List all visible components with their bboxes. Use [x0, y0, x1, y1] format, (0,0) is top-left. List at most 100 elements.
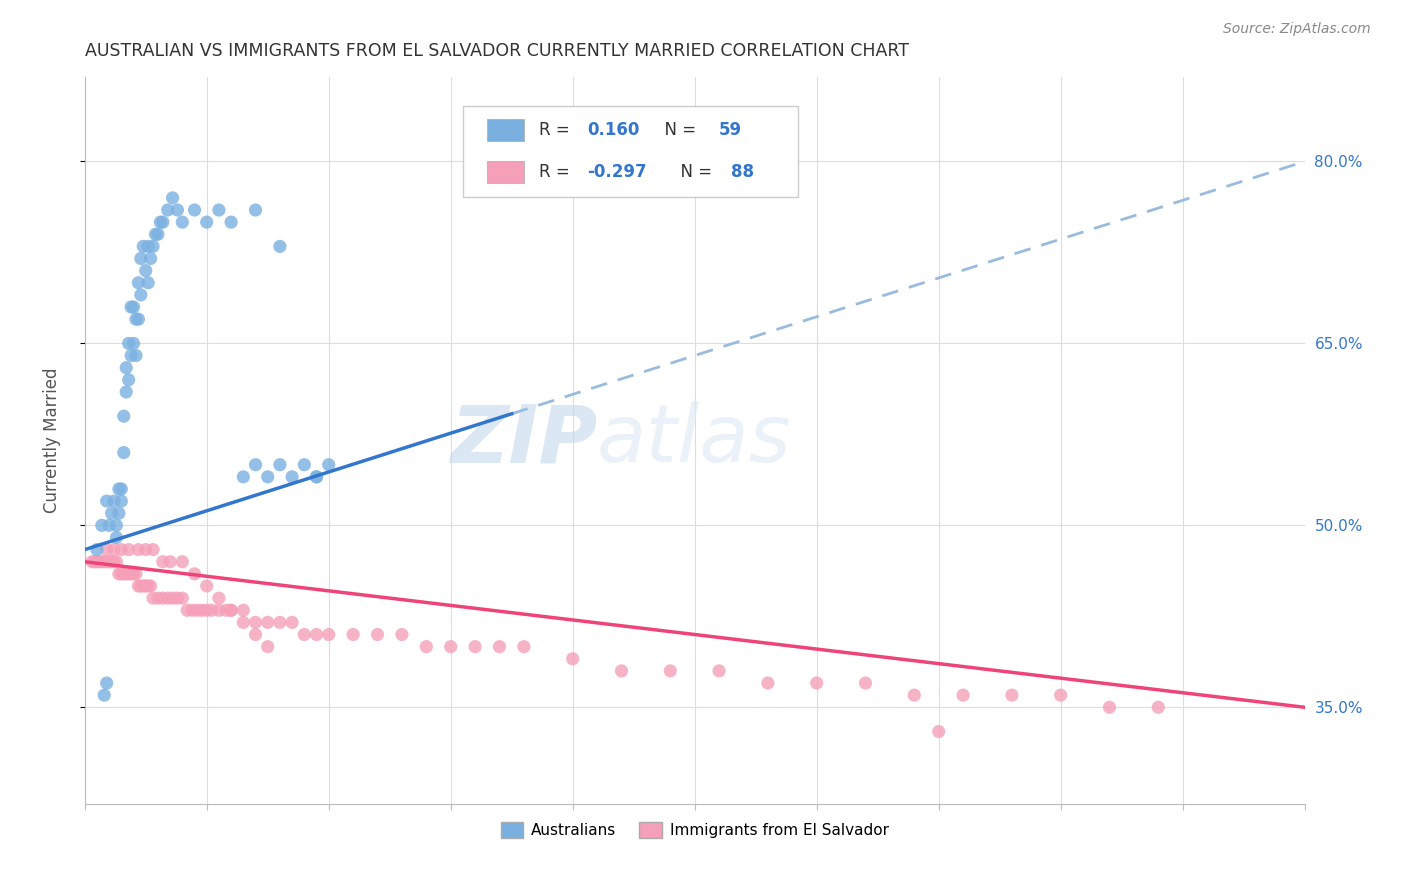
Point	[281, 470, 304, 484]
Text: 0.160: 0.160	[588, 121, 640, 139]
Point	[159, 555, 181, 569]
Point	[139, 579, 162, 593]
Point	[166, 202, 188, 217]
Text: Source: ZipAtlas.com: Source: ZipAtlas.com	[1223, 22, 1371, 37]
Point	[659, 664, 682, 678]
Point	[245, 615, 267, 630]
Point	[232, 470, 254, 484]
Text: 59: 59	[718, 121, 742, 139]
Text: ZIP: ZIP	[450, 401, 598, 480]
Point	[269, 458, 291, 472]
Point	[318, 458, 340, 472]
Point	[120, 300, 142, 314]
Text: R =: R =	[538, 163, 575, 181]
Point	[145, 227, 167, 242]
Point	[139, 252, 162, 266]
Point	[152, 215, 174, 229]
Point	[855, 676, 877, 690]
Point	[318, 627, 340, 641]
Point	[96, 494, 118, 508]
FancyBboxPatch shape	[488, 161, 524, 183]
Point	[208, 591, 231, 606]
Point	[115, 566, 138, 581]
Point	[117, 566, 139, 581]
Point	[219, 603, 242, 617]
Point	[162, 591, 184, 606]
Point	[305, 627, 328, 641]
Point	[269, 239, 291, 253]
Point	[96, 542, 118, 557]
Point	[129, 288, 152, 302]
Point	[367, 627, 389, 641]
Point	[86, 542, 108, 557]
Point	[928, 724, 950, 739]
Point	[129, 579, 152, 593]
Point	[98, 555, 121, 569]
Point	[245, 627, 267, 641]
Point	[83, 555, 105, 569]
Point	[172, 591, 194, 606]
Point	[108, 566, 131, 581]
FancyBboxPatch shape	[488, 120, 524, 141]
Point	[156, 202, 179, 217]
Point	[120, 566, 142, 581]
Point	[195, 603, 218, 617]
Point	[561, 652, 583, 666]
Point	[245, 458, 267, 472]
Point	[162, 191, 184, 205]
Point	[172, 215, 194, 229]
Point	[152, 555, 174, 569]
Text: 88: 88	[731, 163, 754, 181]
Point	[156, 591, 179, 606]
FancyBboxPatch shape	[463, 106, 799, 196]
Point	[269, 615, 291, 630]
Point	[105, 531, 128, 545]
Point	[610, 664, 633, 678]
Point	[108, 482, 131, 496]
Point	[166, 591, 188, 606]
Point	[415, 640, 437, 654]
Point	[292, 458, 315, 472]
Point	[125, 312, 148, 326]
Point	[112, 445, 135, 459]
Point	[132, 239, 155, 253]
Point	[219, 603, 242, 617]
Point	[1049, 688, 1071, 702]
Point	[135, 263, 157, 277]
Point	[707, 664, 730, 678]
Point	[110, 566, 132, 581]
Point	[136, 579, 159, 593]
Point	[806, 676, 828, 690]
Point	[90, 518, 112, 533]
Point	[146, 591, 169, 606]
Point	[80, 555, 103, 569]
Point	[135, 542, 157, 557]
Point	[129, 252, 152, 266]
Point	[464, 640, 486, 654]
Point	[305, 470, 328, 484]
Point	[105, 555, 128, 569]
Point	[952, 688, 974, 702]
Point	[89, 555, 111, 569]
Point	[103, 494, 125, 508]
Point	[176, 603, 198, 617]
Point	[112, 566, 135, 581]
Text: -0.297: -0.297	[588, 163, 647, 181]
Point	[96, 555, 118, 569]
Point	[98, 518, 121, 533]
Point	[120, 349, 142, 363]
Point	[281, 615, 304, 630]
Point	[146, 227, 169, 242]
Point	[305, 470, 328, 484]
Point	[90, 555, 112, 569]
Point	[181, 603, 204, 617]
Point	[103, 555, 125, 569]
Point	[112, 409, 135, 424]
Point	[195, 215, 218, 229]
Point	[186, 603, 208, 617]
Point	[96, 676, 118, 690]
Point	[93, 688, 115, 702]
Legend: Australians, Immigrants from El Salvador: Australians, Immigrants from El Salvador	[495, 816, 896, 844]
Y-axis label: Currently Married: Currently Married	[44, 368, 60, 513]
Point	[152, 591, 174, 606]
